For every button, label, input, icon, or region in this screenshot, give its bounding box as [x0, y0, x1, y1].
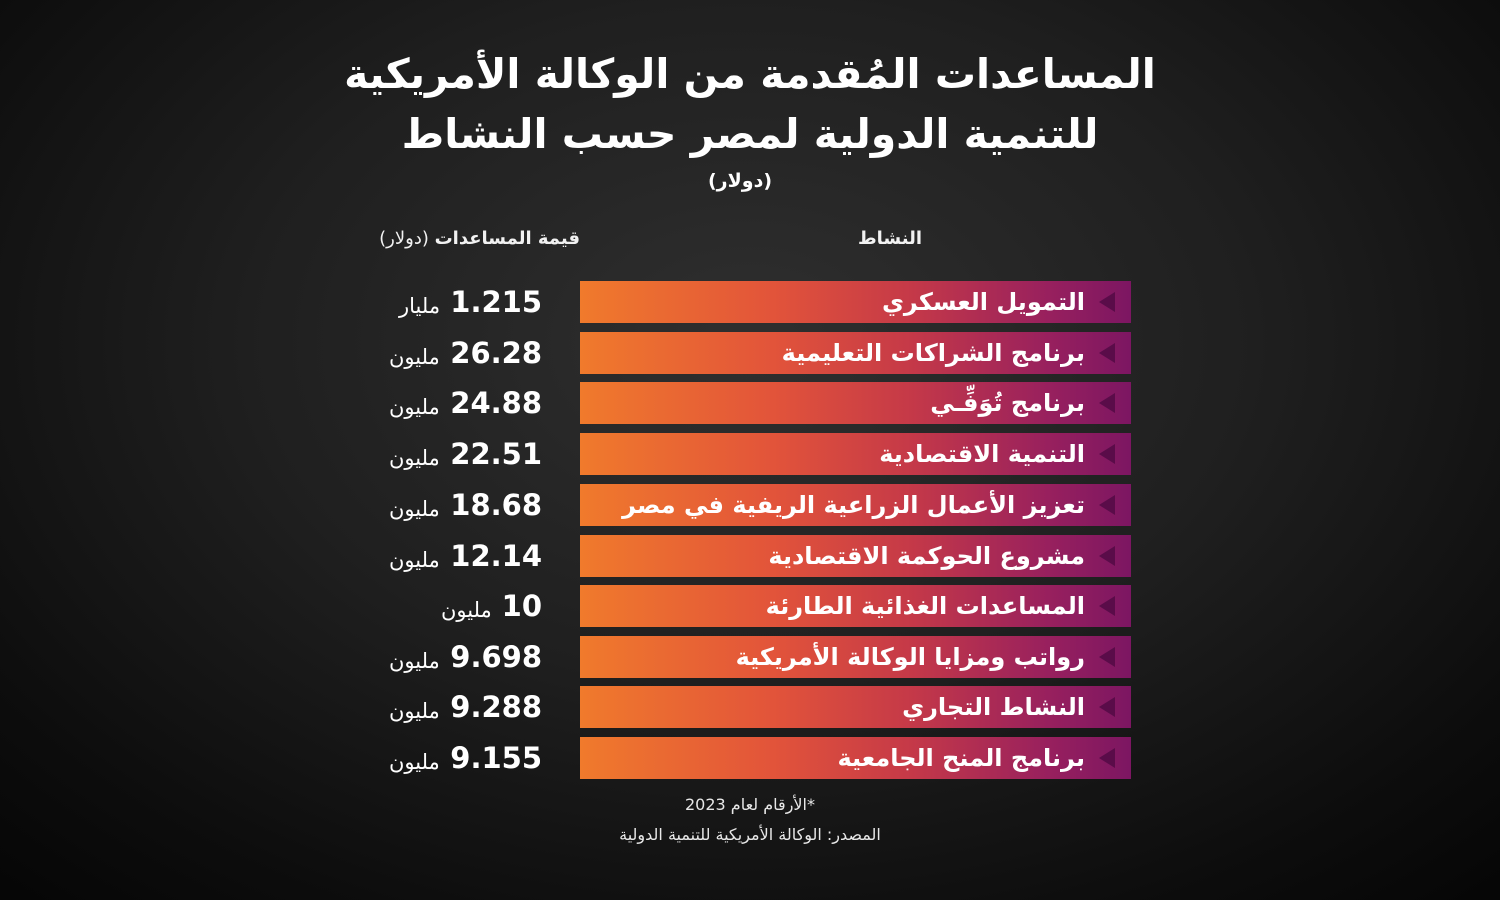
activity-label: المساعدات الغذائية الطارئة: [765, 592, 1085, 620]
aid-value-unit: مليون: [389, 548, 440, 572]
triangle-left-icon: [1099, 596, 1115, 616]
source-note: المصدر: الوكالة الأمريكية للتنمية الدولي…: [619, 825, 881, 844]
activity-bar: مشروع الحوكمة الاقتصادية: [580, 535, 1131, 577]
activity-bar: برنامج الشراكات التعليمية: [580, 332, 1131, 374]
activity-bar: التنمية الاقتصادية: [580, 433, 1131, 475]
column-header-value-title: قيمة المساعدات: [434, 228, 580, 249]
column-header-activity: النشاط: [857, 228, 923, 249]
activity-bar: رواتب ومزايا الوكالة الأمريكية: [580, 636, 1131, 678]
aid-value-unit: مليون: [389, 497, 440, 521]
triangle-left-icon: [1099, 495, 1115, 515]
aid-value: 18.68: [450, 488, 542, 522]
aid-value-unit: مليون: [389, 649, 440, 673]
aid-value: 26.28: [450, 336, 542, 370]
aid-value: 9.698: [450, 640, 542, 674]
column-header-value-unit: (دولار): [379, 228, 429, 249]
table-row: برنامج تُوَفِّـي 24.88 مليون: [340, 382, 1132, 424]
activity-bar: برنامج تُوَفِّـي: [580, 382, 1131, 424]
footnote: *الأرقام لعام 2023: [685, 795, 815, 814]
triangle-left-icon: [1099, 697, 1115, 717]
activity-label: برنامج المنح الجامعية: [837, 744, 1085, 772]
aid-value-unit: مليون: [389, 446, 440, 470]
activity-bar: النشاط التجاري: [580, 686, 1131, 728]
table-row: برنامج الشراكات التعليمية 26.28 مليون: [340, 332, 1132, 374]
chart-title-line-2: للتنمية الدولية لمصر حسب النشاط: [401, 110, 1099, 158]
triangle-left-icon: [1099, 444, 1115, 464]
aid-value: 9.155: [450, 741, 542, 775]
activity-label: التنمية الاقتصادية: [879, 440, 1085, 468]
table-row: النشاط التجاري 9.288 مليون: [340, 686, 1132, 728]
activity-bar: المساعدات الغذائية الطارئة: [580, 585, 1131, 627]
aid-value: 10: [501, 589, 542, 623]
table-row: المساعدات الغذائية الطارئة 10 مليون: [340, 585, 1132, 627]
aid-value: 24.88: [450, 386, 542, 420]
activity-label: برنامج تُوَفِّـي: [930, 389, 1085, 417]
aid-value-unit: مليون: [389, 750, 440, 774]
table-row: رواتب ومزايا الوكالة الأمريكية 9.698 مليون: [340, 636, 1132, 678]
activity-label: التمويل العسكري: [881, 288, 1085, 316]
activity-label: برنامج الشراكات التعليمية: [781, 339, 1085, 367]
triangle-left-icon: [1099, 343, 1115, 363]
column-header-value: قيمة المساعدات (دولار): [330, 228, 580, 249]
unit-label: (دولار): [707, 170, 772, 192]
aid-value-unit: مليون: [441, 598, 492, 622]
table-row: التنمية الاقتصادية 22.51 مليون: [340, 433, 1132, 475]
activity-label: مشروع الحوكمة الاقتصادية: [768, 542, 1085, 570]
triangle-left-icon: [1099, 546, 1115, 566]
activity-label: تعزيز الأعمال الزراعية الريفية في مصر: [622, 491, 1085, 519]
aid-value: 22.51: [450, 437, 542, 471]
aid-value: 12.14: [450, 539, 542, 573]
activity-bar: تعزيز الأعمال الزراعية الريفية في مصر: [580, 484, 1131, 526]
aid-value-unit: مليون: [389, 699, 440, 723]
triangle-left-icon: [1099, 292, 1115, 312]
triangle-left-icon: [1099, 393, 1115, 413]
activity-bar: التمويل العسكري: [580, 281, 1131, 323]
chart-title-line-1: المساعدات المُقدمة من الوكالة الأمريكية: [344, 50, 1156, 98]
aid-value: 9.288: [450, 690, 542, 724]
aid-value-unit: مليار: [399, 294, 441, 318]
table-row: برنامج المنح الجامعية 9.155 مليون: [340, 737, 1132, 779]
triangle-left-icon: [1099, 647, 1115, 667]
activity-bar: برنامج المنح الجامعية: [580, 737, 1131, 779]
aid-value-unit: مليون: [389, 395, 440, 419]
table-row: التمويل العسكري 1.215 مليار: [340, 281, 1132, 323]
activity-label: النشاط التجاري: [902, 693, 1085, 721]
aid-value: 1.215: [450, 285, 542, 319]
activity-label: رواتب ومزايا الوكالة الأمريكية: [735, 643, 1085, 671]
triangle-left-icon: [1099, 748, 1115, 768]
aid-value-unit: مليون: [389, 345, 440, 369]
table-row: تعزيز الأعمال الزراعية الريفية في مصر 18.…: [340, 484, 1132, 526]
table-row: مشروع الحوكمة الاقتصادية 12.14 مليون: [340, 535, 1132, 577]
